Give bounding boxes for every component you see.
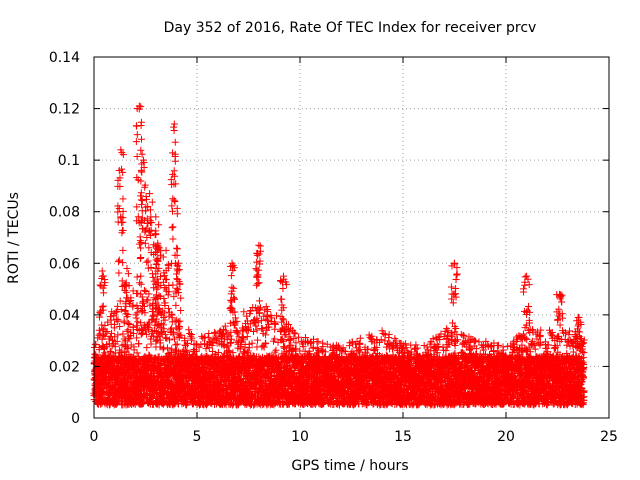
data-point [138, 293, 146, 301]
data-point [133, 322, 141, 330]
data-point [149, 312, 157, 320]
data-point [119, 330, 127, 338]
data-point [173, 316, 181, 324]
data-point [116, 297, 124, 305]
data-point [152, 315, 160, 323]
data-point [202, 345, 210, 353]
data-point [108, 329, 116, 337]
data-point [143, 344, 151, 352]
data-point [112, 349, 120, 357]
data-point [171, 335, 179, 343]
data-point [176, 317, 184, 325]
data-point [169, 328, 177, 336]
data-point [130, 343, 138, 351]
data-point [166, 336, 174, 344]
data-point [109, 354, 117, 362]
data-point [106, 313, 114, 321]
data-point [138, 308, 146, 316]
data-point [159, 345, 167, 353]
data-point [161, 316, 169, 324]
data-point [140, 353, 148, 361]
data-point [111, 320, 119, 328]
data-point [124, 310, 132, 318]
data-point [163, 344, 171, 352]
data-point [95, 346, 103, 354]
data-point [132, 314, 140, 322]
data-point [233, 328, 241, 336]
data-point [113, 307, 121, 315]
data-point [356, 334, 364, 342]
chart-title: Day 352 of 2016, Rate Of TEC Index for r… [164, 20, 537, 36]
data-point [123, 327, 131, 335]
data-point [114, 316, 122, 324]
data-point [134, 289, 142, 297]
data-point [175, 324, 183, 332]
data-point [112, 308, 120, 316]
data-point [114, 302, 122, 310]
data-point [232, 326, 240, 334]
data-point [129, 323, 137, 331]
data-point [134, 318, 142, 326]
data-point [154, 301, 162, 309]
data-point [133, 334, 141, 342]
data-point [99, 387, 107, 395]
data-point [141, 309, 149, 317]
data-point [141, 352, 149, 360]
data-point [130, 330, 138, 338]
data-point [107, 348, 115, 356]
data-point [205, 329, 213, 337]
data-point [272, 346, 280, 354]
data-point [129, 301, 137, 309]
data-point [148, 316, 156, 324]
data-point [254, 336, 262, 344]
data-point [103, 328, 111, 336]
data-point [133, 309, 141, 317]
data-point [116, 323, 124, 331]
data-points [90, 102, 588, 409]
data-point [243, 333, 251, 341]
data-point [147, 353, 155, 361]
data-point [227, 335, 235, 343]
data-point [135, 340, 143, 348]
data-point [147, 340, 155, 348]
data-point [156, 339, 164, 347]
data-point [106, 347, 114, 355]
data-point [161, 334, 169, 342]
data-point [113, 337, 121, 345]
data-point [167, 377, 175, 385]
data-point [253, 326, 261, 334]
data-point [114, 331, 122, 339]
